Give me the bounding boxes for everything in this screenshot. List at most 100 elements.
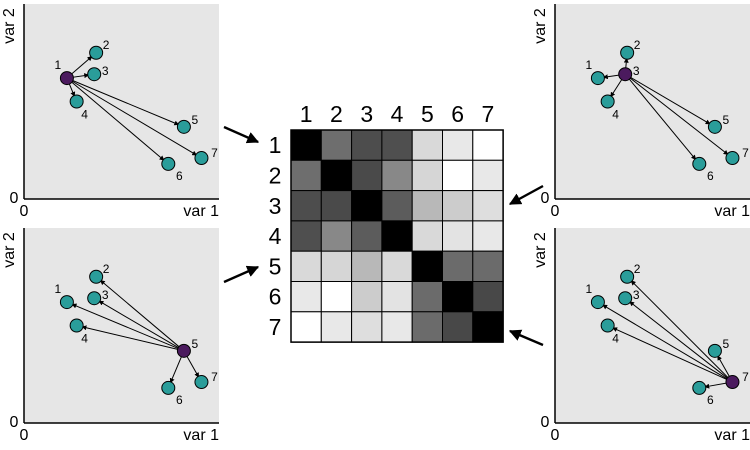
matrix-cell-1-6 [442, 129, 474, 161]
matrix-cell-2-6 [442, 159, 474, 192]
matrix-row-label-5: 5 [269, 253, 282, 279]
data-point-3 [87, 291, 102, 306]
matrix-col-label-5: 5 [421, 101, 434, 127]
point-label-1: 1 [586, 58, 593, 72]
panel-background [24, 228, 219, 423]
matrix-cell-4-5 [411, 220, 444, 252]
data-point-7 [194, 375, 209, 390]
origin-label-y: 0 [10, 414, 19, 431]
matrix-row-label-4: 4 [269, 223, 282, 249]
matrix-cell-3-7 [472, 190, 504, 222]
point-label-3: 3 [102, 64, 109, 78]
data-point-2 [89, 269, 104, 284]
x-axis-label: var 1 [183, 427, 219, 444]
matrix-cell-7-5 [411, 311, 444, 343]
distance-arrow-5-to-3 [98, 300, 183, 351]
matrix-row-label-1: 1 [269, 132, 282, 158]
matrix-cell-7-3 [351, 311, 383, 343]
point-label-6: 6 [176, 169, 183, 183]
matrix-row-label-6: 6 [269, 284, 282, 310]
matrix-cell-6-7 [472, 281, 504, 313]
data-point-1 [590, 295, 605, 310]
data-point-5 [707, 343, 722, 358]
matrix-cell-4-3 [351, 220, 383, 252]
y-axis-label: var 2 [1, 8, 18, 44]
matrix-cell-7-4 [381, 311, 413, 343]
distance-arrow-3-to-6 [626, 75, 697, 161]
panel-background [555, 228, 750, 423]
connector-arrow-panel-3 [508, 184, 544, 206]
point-label-6: 6 [176, 393, 183, 407]
x-axis-label: var 1 [183, 203, 219, 220]
matrix-cell-5-7 [472, 250, 504, 282]
matrix-cell-7-7 [472, 311, 504, 343]
point-label-3: 3 [633, 288, 640, 302]
data-point-6 [692, 380, 707, 395]
point-label-2: 2 [103, 38, 110, 52]
distance-arrow-5-to-6 [169, 352, 184, 384]
y-axis-label: var 2 [532, 232, 549, 268]
matrix-cell-5-5 [411, 250, 444, 282]
matrix-cell-3-1 [290, 190, 322, 222]
matrix-cell-4-1 [290, 220, 322, 252]
matrix-cell-2-7 [472, 159, 504, 192]
connector-arrow-panel-1 [223, 125, 260, 144]
matrix-border [290, 129, 504, 343]
scatter-panel-5: var 2 var 1 00 1 2 3 4 5 6 7 [1, 228, 219, 444]
matrix-cell-5-1 [290, 250, 322, 282]
matrix-col-label-4: 4 [391, 101, 404, 127]
matrix-cell-5-6 [442, 250, 474, 282]
data-point-6 [161, 156, 176, 171]
point-label-4: 4 [612, 332, 619, 346]
matrix-col-label-1: 1 [300, 101, 313, 127]
distance-arrow-7-to-1 [602, 304, 731, 382]
origin-label-x: 0 [20, 427, 29, 444]
data-point-2 [89, 45, 104, 60]
point-label-1: 1 [55, 58, 62, 72]
matrix-cell-3-2 [320, 190, 353, 222]
matrix-cell-4-4 [381, 220, 413, 252]
matrix-cell-1-4 [381, 129, 413, 161]
y-axis-label: var 2 [532, 8, 549, 44]
matrix-cell-3-4 [381, 190, 413, 222]
matrix-cell-2-3 [351, 159, 383, 192]
reference-point-7 [725, 375, 740, 390]
matrix-cell-6-6 [442, 281, 474, 313]
matrix-cell-2-2 [320, 159, 353, 192]
point-label-5: 5 [723, 113, 730, 127]
origin-label-y: 0 [541, 190, 550, 207]
origin-label-x: 0 [551, 203, 560, 220]
data-point-4 [69, 94, 84, 109]
distance-arrow-7-to-4 [612, 327, 731, 382]
panel-background [24, 4, 219, 199]
point-label-7: 7 [742, 146, 749, 160]
point-label-4: 4 [612, 108, 619, 122]
point-label-2: 2 [103, 262, 110, 276]
matrix-cell-7-2 [320, 311, 353, 343]
matrix-col-label-7: 7 [482, 101, 495, 127]
data-point-6 [161, 380, 176, 395]
distance-arrow-5-to-2 [99, 279, 183, 350]
distance-arrow-1-to-7 [68, 78, 198, 156]
matrix-cell-7-1 [290, 311, 322, 343]
point-label-3: 3 [633, 64, 640, 78]
reference-point-1 [59, 71, 74, 86]
matrix-cell-3-5 [411, 190, 444, 222]
reference-point-3 [618, 67, 633, 82]
point-label-4: 4 [81, 332, 88, 346]
matrix-cell-1-3 [351, 129, 383, 161]
data-point-4 [600, 94, 615, 109]
point-label-5: 5 [192, 337, 199, 351]
origin-label-x: 0 [20, 203, 29, 220]
matrix-cell-4-7 [472, 220, 504, 252]
data-point-5 [707, 119, 722, 134]
matrix-cell-1-5 [411, 129, 444, 161]
panel-background [555, 4, 750, 199]
matrix-row-label-3: 3 [269, 193, 282, 219]
point-label-7: 7 [211, 370, 218, 384]
data-point-4 [600, 318, 615, 333]
matrix-cell-4-6 [442, 220, 474, 252]
data-point-7 [725, 151, 740, 166]
scatter-panel-7: var 2 var 1 00 1 2 3 4 5 6 7 [532, 228, 750, 444]
